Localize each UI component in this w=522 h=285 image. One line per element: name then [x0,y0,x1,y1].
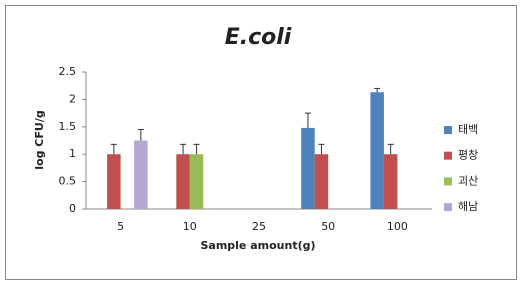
x-tick-label: 10 [183,220,197,233]
x-axis-label: Sample amount(g) [200,239,315,252]
x-tick-label: 5 [117,220,124,233]
legend-label: 평창 [458,149,478,162]
bar [134,140,148,209]
y-tick-label: 1.5 [59,120,77,133]
bar [176,154,190,209]
y-tick-label: 2.5 [59,65,77,78]
legend-label: 태백 [458,123,478,136]
bar [189,154,204,209]
y-tick-label: 0.5 [59,175,77,188]
x-tick-label: 25 [252,220,266,233]
bar [370,92,384,209]
legend-swatch [444,177,452,186]
legend-swatch [444,126,452,134]
y-tick-label: 0 [69,202,76,215]
x-tick-label: 50 [321,220,335,233]
y-tick-label: 2 [69,92,76,105]
bar [107,154,121,209]
legend-swatch [444,203,452,212]
legend-swatch [444,151,452,160]
chart-title: E.coli [225,25,292,50]
bar [314,154,329,209]
y-axis-label: log CFU/g [33,110,46,169]
bar [383,154,398,209]
chart-border [5,5,517,280]
legend-label: 해남 [458,199,478,213]
y-tick-label: 1 [69,147,76,160]
legend-label: 괴산 [458,174,478,187]
bar [301,127,315,209]
x-tick-label: 100 [387,220,408,233]
